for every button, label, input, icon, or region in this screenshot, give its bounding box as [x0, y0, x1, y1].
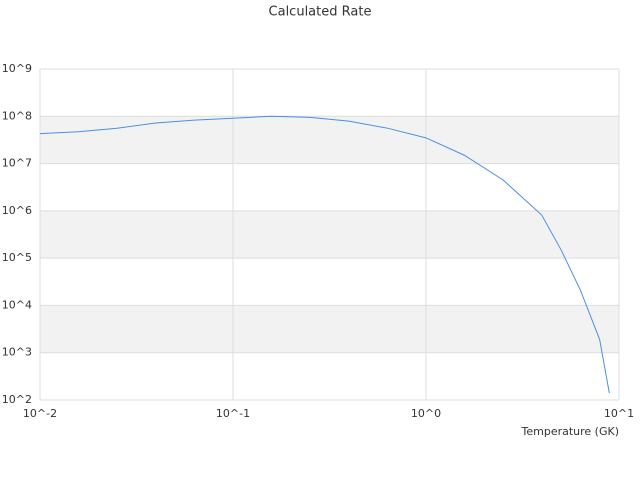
grid-band	[40, 210, 619, 259]
y-tick-label: 10^7	[2, 157, 32, 170]
grid-band	[40, 116, 619, 164]
x-tick-label: 10^-1	[216, 407, 250, 420]
y-tick-label: 10^8	[2, 109, 32, 122]
x-tick-label: 10^-2	[23, 407, 57, 420]
y-tick-label: 10^2	[2, 393, 32, 406]
chart-title: Calculated Rate	[269, 5, 372, 20]
grid-band	[40, 305, 619, 353]
y-tick-label: 10^4	[2, 298, 32, 311]
x-axis-label: Temperature (GK)	[521, 425, 620, 438]
y-tick-label: 10^5	[2, 251, 32, 264]
x-tick-label: 10^0	[411, 407, 441, 420]
y-tick-label: 10^3	[2, 346, 32, 359]
data-line	[39, 115, 610, 394]
x-tick-label: 10^1	[604, 407, 634, 420]
y-tick-label: 10^6	[2, 204, 32, 217]
y-tick-label: 10^9	[2, 62, 32, 75]
